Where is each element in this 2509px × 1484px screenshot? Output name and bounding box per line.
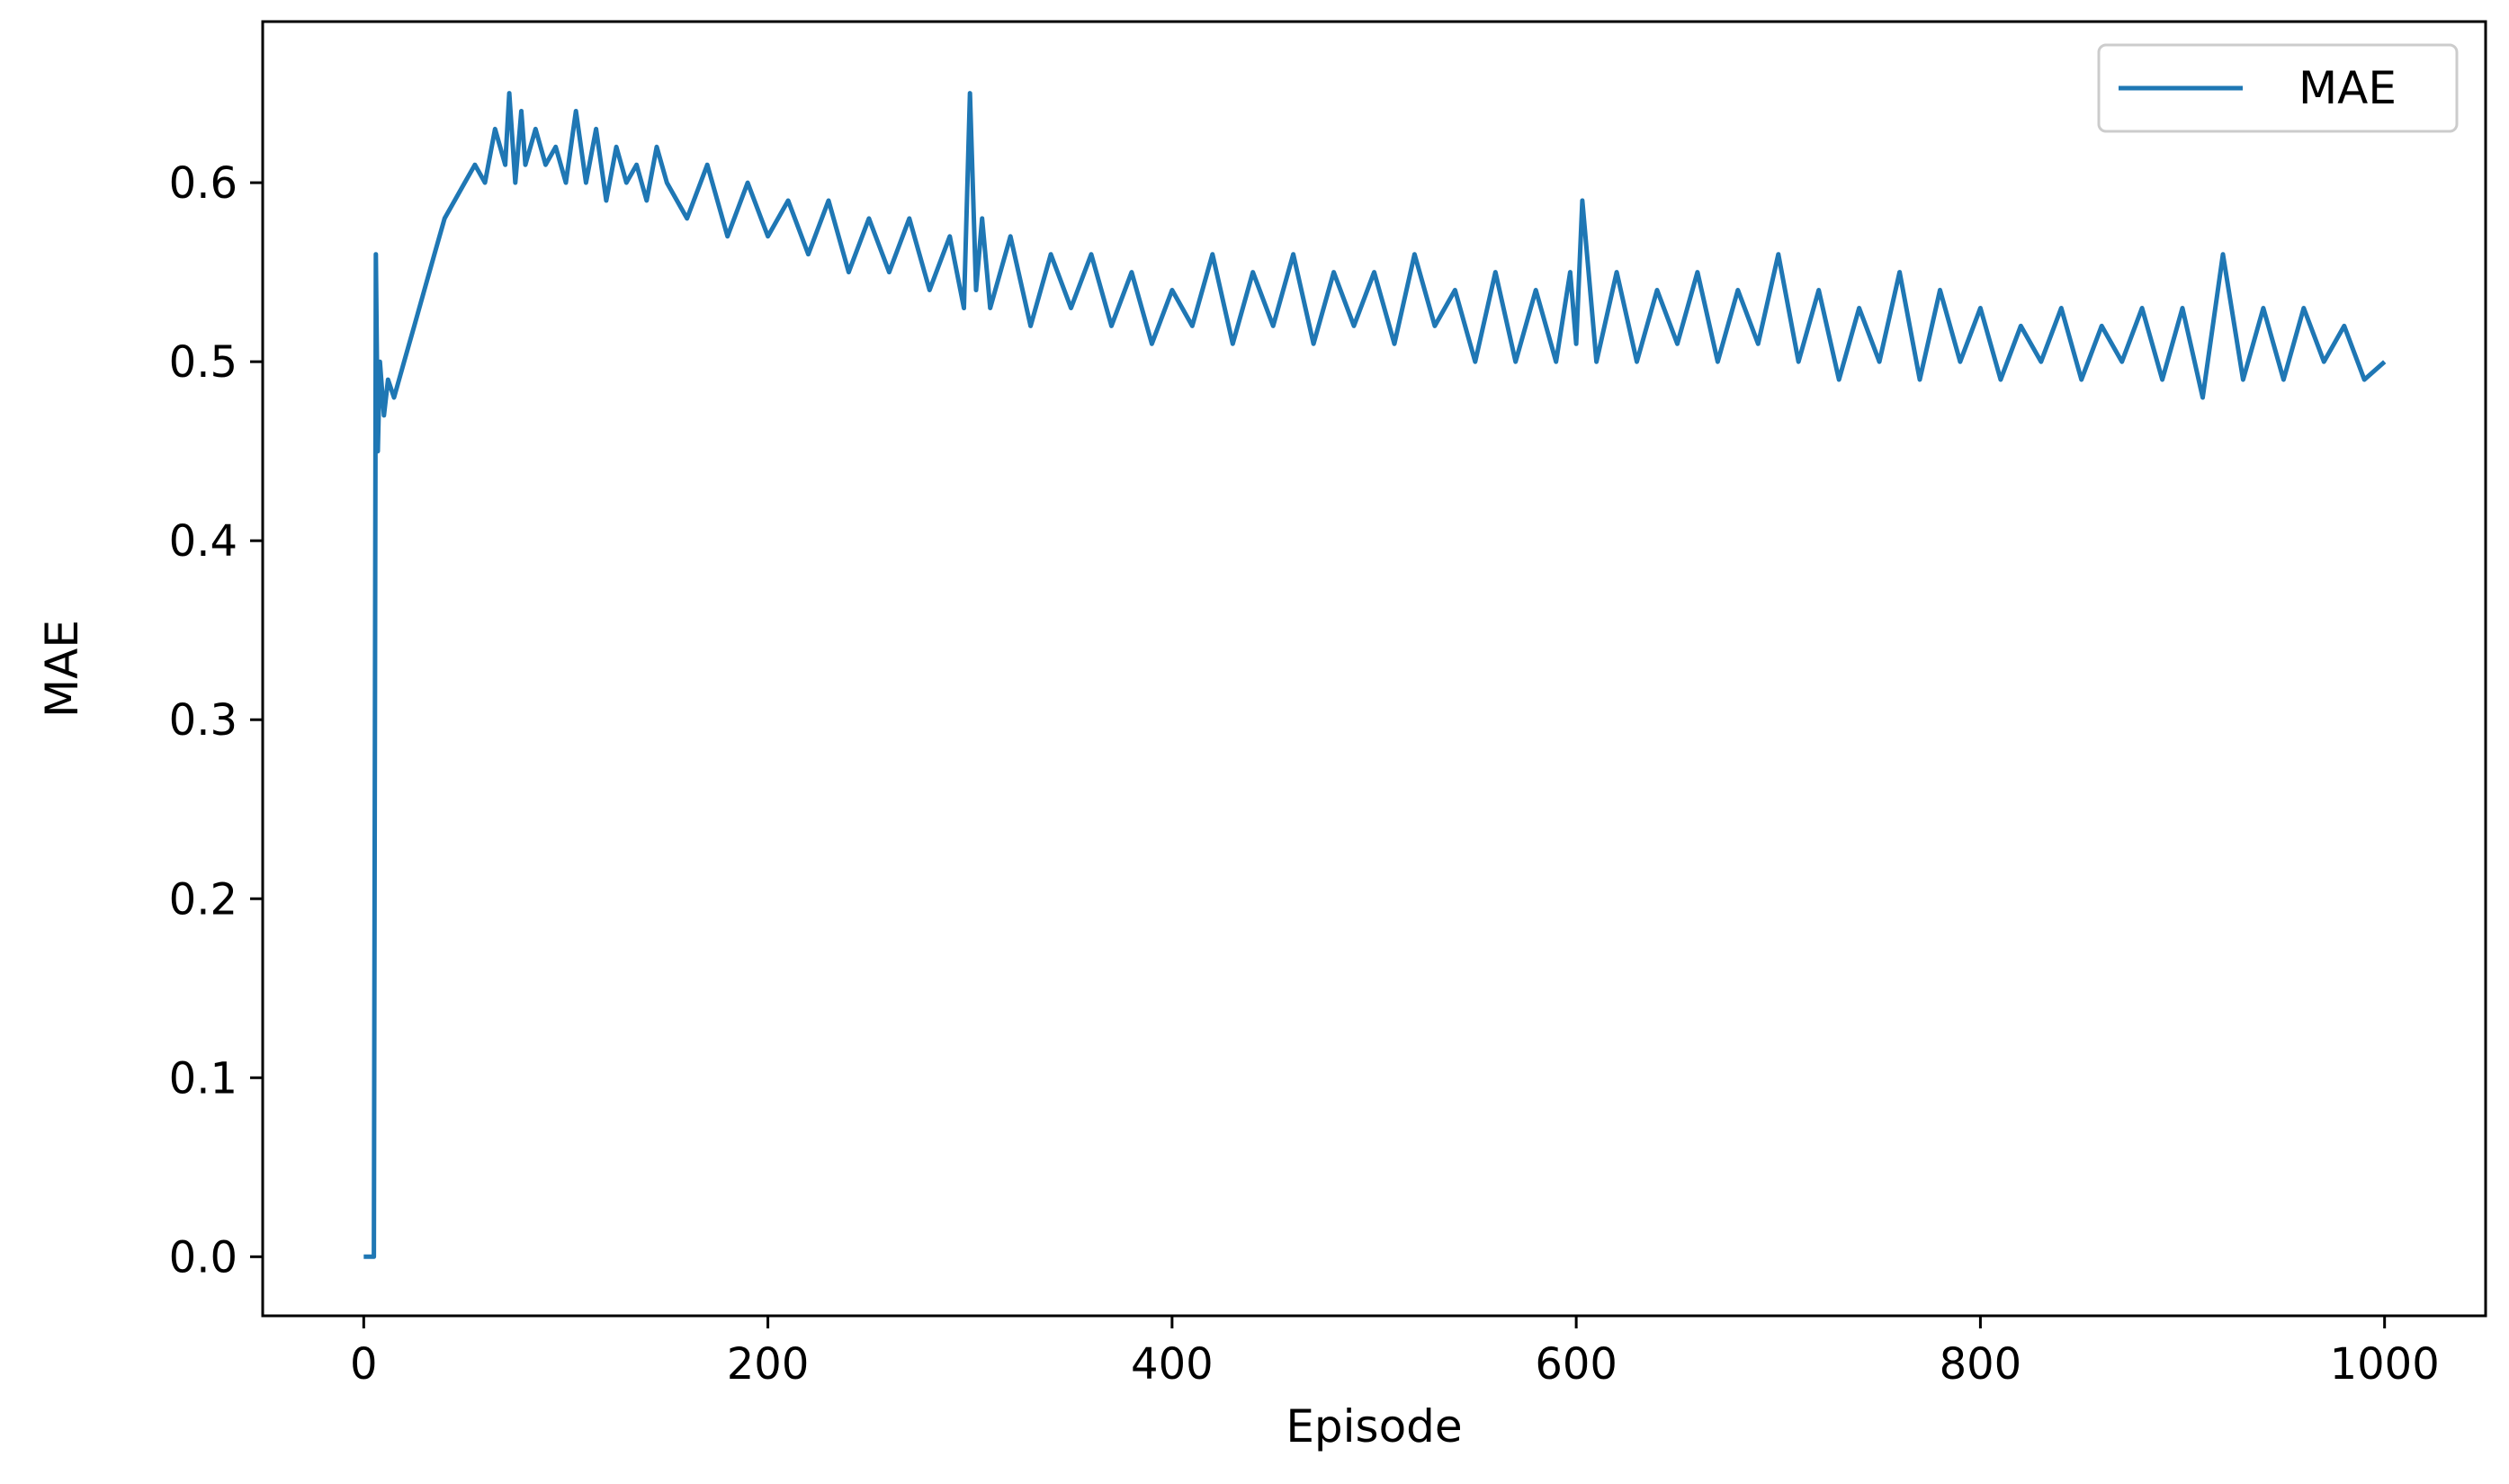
x-tick-label: 200	[727, 1339, 810, 1390]
x-tick-label: 1000	[2330, 1339, 2440, 1390]
x-tick-label: 600	[1535, 1339, 1617, 1390]
x-tick-label: 400	[1131, 1339, 1214, 1390]
x-axis-label: Episode	[1286, 1400, 1462, 1453]
series-line-0	[363, 91, 2387, 1259]
y-tick-label: 0.2	[169, 874, 237, 925]
y-axis-label: MAE	[36, 620, 88, 718]
y-tick-label: 0.4	[169, 516, 237, 567]
axes: 0 200 400 600 800 1000 0.0 0.1 0.2 0.3 0.4 0.5 0.6 Ep…	[36, 20, 2487, 1453]
y-tick-label: 0.6	[169, 158, 237, 209]
y-tick-label: 0.3	[169, 695, 237, 746]
x-tick-label: 800	[1940, 1339, 2022, 1390]
legend: MAE	[2097, 43, 2459, 133]
legend-label: MAE	[2298, 62, 2397, 114]
x-tick-label: 0	[350, 1339, 378, 1390]
y-tick-label: 0.1	[169, 1053, 237, 1104]
y-tick-label: 0.0	[169, 1232, 237, 1283]
axes-frame	[261, 20, 2487, 1318]
plot-area	[363, 91, 2387, 1259]
legend-box	[2097, 43, 2459, 133]
y-tick-label: 0.5	[169, 337, 237, 388]
